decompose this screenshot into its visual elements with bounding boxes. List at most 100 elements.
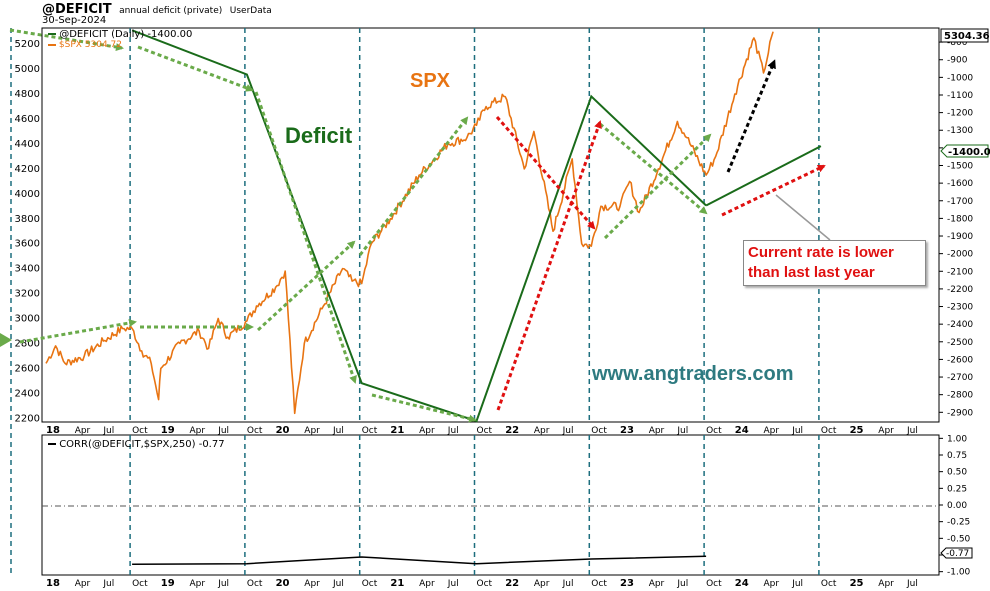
x-tick-label: Jul [562, 426, 574, 436]
corr-tick-label: 0.00 [947, 501, 967, 511]
right-tick-label: -2100 [947, 267, 973, 277]
x-tick-label: 24 [735, 425, 749, 436]
price-panel-frame [41, 27, 940, 423]
green-arrow [254, 91, 357, 384]
x-tick-label: Apr [534, 426, 550, 436]
left-tick-label: 2400 [15, 388, 40, 399]
x-tick-label: Jul [791, 579, 803, 589]
spx-badge-box [940, 28, 989, 43]
corr-tick-label: 0.25 [947, 484, 967, 494]
x-tick-label: Apr [75, 579, 91, 589]
x-tick-label: Oct [477, 426, 493, 436]
spx-annotation: SPX [410, 70, 451, 92]
right-tick-label: -2200 [947, 285, 973, 295]
website-annotation: www.angtraders.com [592, 363, 794, 385]
corr-tick-label: 0.50 [947, 468, 967, 478]
corr-series-line [132, 555, 707, 566]
x-tick-label: Oct [821, 426, 837, 436]
chart-date: 30-Sep-2024 [42, 15, 107, 26]
x-tick-label: Apr [419, 579, 435, 589]
x-tick-label: Apr [75, 426, 91, 436]
x-tick-label: 19 [161, 425, 175, 436]
corr-tick-label: 0.75 [947, 451, 967, 461]
left-tick-label: 3400 [15, 264, 40, 275]
callout-box: Current rate is lower than last last yea… [743, 240, 926, 286]
x-tick-label: Oct [132, 426, 148, 436]
right-tick-label: -1900 [947, 232, 973, 242]
left-tick-label: 2200 [15, 413, 40, 424]
red-arrow [721, 164, 826, 217]
x-tick-label: Jul [447, 579, 459, 589]
x-tick-label: Jul [217, 426, 229, 436]
x-tick-label: 20 [276, 578, 290, 589]
x-tick-label: 18 [46, 425, 60, 436]
x-axis-price: 18 Apr Jul Oct 19 Apr Jul Oct 20 Apr Jul Oct 21 Apr Ju… [46, 425, 918, 436]
left-tick-label: 5000 [15, 64, 40, 75]
legend-deficit-label: @DEFICIT (Daily) -1400.00 [59, 29, 193, 40]
right-tick-label: -2900 [947, 408, 973, 418]
legend-corr-swatch [48, 443, 56, 445]
right-tick-label: -1500 [947, 162, 973, 172]
right-tick-label: -800 [947, 38, 968, 48]
right-tick-label: -2500 [947, 338, 973, 348]
x-tick-label: Jul [906, 426, 918, 436]
corr-tick-label: -0.50 [947, 534, 971, 544]
corr-tick-label: 1.00 [947, 434, 967, 444]
x-tick-label: Oct [132, 579, 148, 589]
left-tick-label: 4600 [15, 114, 40, 125]
x-tick-label: Oct [362, 426, 378, 436]
red-arrows [495, 116, 826, 411]
right-tick-label: -2000 [947, 250, 973, 260]
x-tick-label: 18 [46, 578, 60, 589]
right-tick-label: -2700 [947, 373, 973, 383]
x-tick-label: Oct [706, 579, 722, 589]
x-tick-label: 22 [505, 425, 519, 436]
right-tick-label: -2400 [947, 320, 973, 330]
x-tick-label: Apr [304, 579, 320, 589]
green-arrow-head-left [0, 333, 12, 347]
x-tick-label: 21 [390, 578, 404, 589]
x-tick-label: Oct [591, 426, 607, 436]
legend-spx-swatch [48, 43, 56, 46]
x-axis-corr: 18 Apr Jul Oct 19 Apr Jul Oct 20 Apr Jul Oct 21 Apr Ju… [46, 578, 918, 589]
right-tick-label: -1600 [947, 179, 973, 189]
x-tick-label: Apr [878, 579, 894, 589]
right-axis: -800-900-1000-1100-1200-1300-1400-1500-1… [939, 38, 973, 418]
x-tick-label: 23 [620, 578, 634, 589]
x-tick-label: Apr [534, 579, 550, 589]
right-tick-label: -2800 [947, 391, 973, 401]
x-tick-label: Jul [676, 426, 688, 436]
right-tick-label: -1200 [947, 109, 973, 119]
green-arrow [371, 393, 477, 423]
black-arrow [726, 59, 776, 173]
x-tick-label: Oct [591, 579, 607, 589]
legend-spx-label: $SPX 5304.72 [58, 40, 122, 50]
deficit-series-line [131, 29, 707, 423]
spx-series-line [45, 31, 774, 415]
x-tick-label: Apr [764, 426, 780, 436]
legend-deficit-swatch [48, 33, 56, 35]
x-tick-label: Apr [649, 426, 665, 436]
x-tick-label: Jul [332, 426, 344, 436]
x-tick-label: Apr [649, 579, 665, 589]
x-tick-label: Apr [190, 579, 206, 589]
green-arrow [256, 240, 356, 332]
right-tick-label: -900 [947, 56, 968, 66]
legend-spx: $SPX 5304.72 [48, 40, 122, 50]
left-tick-label: 4000 [15, 189, 40, 200]
right-tick-label: -2600 [947, 355, 973, 365]
october-gridlines [10, 28, 820, 575]
deficit-badge-box [940, 144, 989, 158]
green-arrow [603, 133, 712, 240]
left-tick-label: 5200 [15, 39, 40, 50]
x-tick-label: Jul [791, 426, 803, 436]
x-tick-label: 22 [505, 578, 519, 589]
x-tick-label: 19 [161, 578, 175, 589]
deficit-annotation: Deficit [285, 123, 353, 148]
red-arrow [495, 116, 596, 230]
x-tick-label: 24 [735, 578, 749, 589]
left-tick-label: 3000 [15, 314, 40, 325]
x-tick-label: Jul [102, 579, 114, 589]
spx-last-badge: 5304.36 [944, 31, 990, 42]
